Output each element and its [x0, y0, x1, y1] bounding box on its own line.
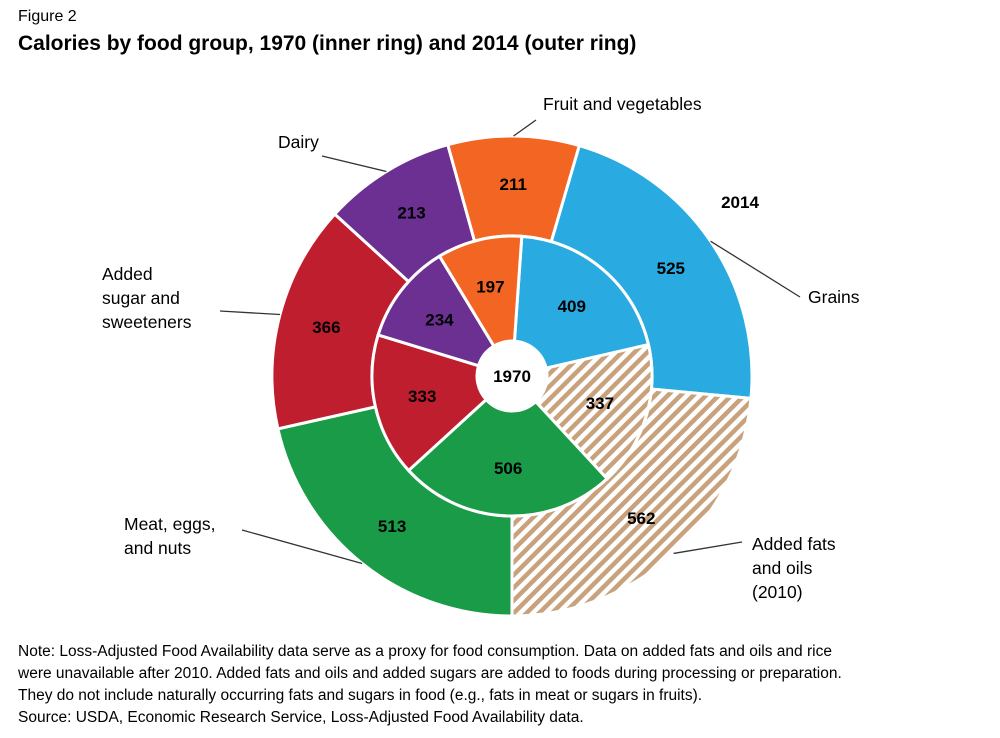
category-labels: Grains Added fats and oils (2010) Meat, eggs… [102, 94, 860, 602]
value-label-2014-added-fats-and-oils-2010: 562 [627, 509, 655, 528]
category-label-meat-eggs-and-nuts: Meat, eggs, and nuts [124, 514, 215, 558]
center-label-1970: 1970 [493, 367, 531, 386]
outer-ring-label-2014: 2014 [721, 193, 759, 212]
value-label-1970-dairy: 234 [425, 310, 454, 329]
value-label-1970-grains: 409 [558, 297, 586, 316]
note-line: were unavailable after 2010. Added fats … [18, 665, 842, 682]
category-label-fruit-and-vegetables: Fruit and vegetables [543, 94, 702, 114]
value-label-2014-grains: 525 [657, 259, 685, 278]
outer-ring-2014: 525 562 513 366 213 211 [270, 134, 754, 618]
value-label-2014-added-sugar-and-sweeteners: 366 [312, 318, 340, 337]
inner-ring-1970: 409 337 506 333 234 197 [370, 234, 654, 518]
value-label-1970-added-fats-and-oils-2010: 337 [586, 394, 614, 413]
donut-chart: 525 562 513 366 213 211 409 337 506 333 234 197 Gr… [102, 94, 860, 618]
footnotes: Note: Loss-Adjusted Food Availability da… [18, 641, 993, 729]
leader-line-added-sugar-and-sweeteners [219, 310, 281, 316]
leader-line-added-fats-and-oils-2010 [673, 541, 743, 555]
category-label-added-sugar-and-sweeteners: Added sugar and sweeteners [102, 264, 192, 332]
category-label-grains: Grains [808, 287, 860, 307]
note-line: They do not include naturally occurring … [18, 687, 703, 704]
value-label-1970-added-sugar-and-sweeteners: 333 [408, 387, 436, 406]
category-label-added-fats-and-oils-2010: Added fats and oils (2010) [752, 534, 836, 602]
value-label-2014-fruit-and-vegetables: 211 [500, 175, 527, 194]
leader-line-grains [710, 240, 801, 298]
note-line: Note: Loss-Adjusted Food Availability da… [18, 643, 832, 660]
value-label-1970-fruit-and-vegetables: 197 [476, 278, 504, 297]
category-label-dairy: Dairy [278, 132, 319, 152]
center-hole [477, 341, 547, 411]
leader-line-fruit-and-vegetables [513, 119, 537, 137]
leader-lines [219, 119, 801, 565]
source-line: Source: USDA, Economic Research Service,… [18, 709, 584, 726]
value-label-1970-meat-eggs-and-nuts: 506 [494, 459, 522, 478]
leader-line-dairy [321, 155, 387, 173]
leader-line-meat-eggs-and-nuts [241, 529, 363, 565]
value-label-2014-dairy: 213 [397, 203, 425, 222]
chart-title: Calories by food group, 1970 (inner ring… [18, 32, 637, 55]
value-label-2014-meat-eggs-and-nuts: 513 [378, 517, 406, 536]
figure-label: Figure 2 [18, 8, 77, 25]
